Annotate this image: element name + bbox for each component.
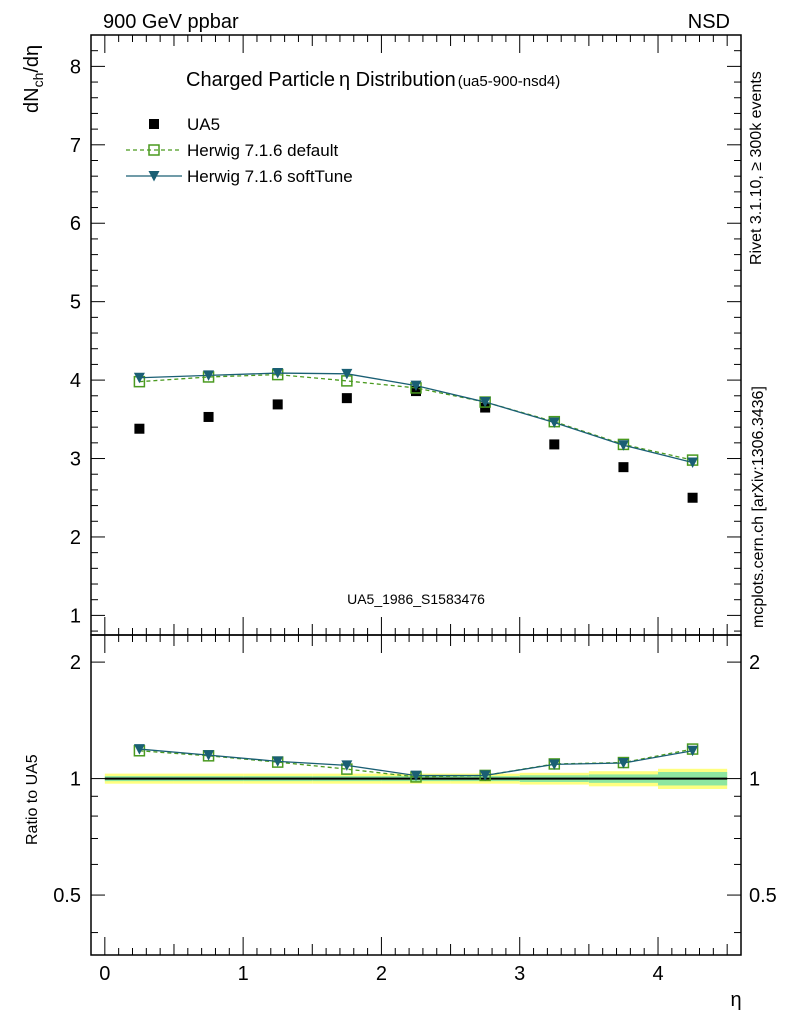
ratio-herwig-7-1-6-softtune-point	[687, 745, 699, 757]
main-herwig-7-1-6-softtune-point	[687, 457, 699, 468]
ratio-y-axis-label: Ratio to UA5	[24, 754, 41, 845]
main-herwig-7-1-6-softtune-point	[617, 440, 629, 451]
x-tick-label: 2	[376, 963, 387, 985]
legend-label-herwig-7-1-6-softtune: Herwig 7.1.6 softTune	[187, 167, 353, 186]
main-herwig-7-1-6-softtune-point	[203, 370, 215, 381]
legend-marker-ua5	[149, 119, 159, 129]
main-ua5-point	[272, 399, 283, 410]
main-y-tick-label: 3	[70, 449, 81, 471]
main-y-axis-label: dNch/dη	[21, 45, 46, 113]
ratio-y-tick-label: 2	[70, 652, 81, 674]
main-ua5-point	[687, 492, 698, 503]
main-y-tick-label: 8	[70, 56, 81, 78]
legend-label-herwig-7-1-6-default: Herwig 7.1.6 default	[187, 141, 338, 160]
main-ua5-point	[134, 423, 145, 434]
ratio-uncertainty-bands	[104, 768, 728, 789]
main-herwig-7-1-6-softtune-point	[410, 380, 422, 392]
ratio-y-tick-label-right: 1	[749, 769, 760, 791]
rivet-label: Rivet 3.1.10, ≥ 300k events	[748, 71, 765, 265]
ratio-y-tick-label: 0.5	[53, 885, 81, 907]
legend-label-ua5: UA5	[187, 115, 220, 134]
main-herwig-7-1-6-softtune-point	[272, 368, 284, 379]
main-herwig-7-1-6-softtune-point	[479, 397, 491, 408]
main-y-tick-label: 6	[70, 213, 81, 235]
x-tick-label: 1	[238, 963, 249, 985]
ratio-herwig-7-1-6-softtune-point	[479, 770, 491, 781]
header-right: NSD	[688, 11, 730, 33]
watermark: UA5_1986_S1583476	[347, 591, 485, 607]
main-herwig-7-1-6-softtune-point	[548, 417, 560, 428]
main-ua5-point	[341, 393, 352, 404]
main-ua5-point	[203, 411, 214, 422]
ratio-herwig-7-1-6-softtune-point	[272, 756, 284, 767]
ratio-y-tick-label-right: 0.5	[749, 885, 777, 907]
ratio-herwig-7-1-6-softtune-point	[133, 744, 145, 755]
main-herwig-7-1-6-softtune-point	[133, 372, 145, 384]
ratio-herwig-7-1-6-softtune-point	[410, 770, 422, 782]
ratio-y-tick-label-right: 2	[749, 652, 760, 674]
chart-title-rest: Distribution	[350, 69, 456, 91]
main-ua5-point	[618, 462, 629, 473]
ratio-herwig-7-1-6-softtune-point	[341, 760, 353, 771]
chart-title-main: Charged Particle	[186, 69, 335, 91]
main-herwig-7-1-6-default-line	[139, 373, 693, 461]
mcplots-label: mcplots.cern.ch [arXiv:1306.3436]	[750, 386, 767, 628]
legend-marker-herwig-7-1-6-softtune	[148, 171, 160, 182]
x-tick-label: 0	[99, 963, 110, 985]
series-layer	[133, 368, 699, 783]
ratio-y-tick-label: 1	[70, 769, 81, 791]
main-herwig-7-1-6-softtune-point	[341, 368, 353, 380]
header-left: 900 GeV ppbar	[103, 11, 239, 33]
chart-title-symbol: η	[339, 69, 350, 91]
chart-title: Charged Particle η Distribution (ua5-900-n…	[186, 69, 560, 91]
ratio-herwig-7-1-6-softtune-point	[548, 759, 560, 770]
ratio-herwig-7-1-6-softtune-point	[203, 750, 215, 761]
main-y-tick-label: 7	[70, 135, 81, 157]
ratio-panel-frame	[90, 634, 742, 956]
main-y-tick-label: 5	[70, 292, 81, 314]
main-ua5-point	[549, 439, 560, 450]
x-tick-label: 4	[652, 963, 663, 985]
x-tick-label: 3	[514, 963, 525, 985]
axes-layer: 1 2 3 4 5 6 7 8 0.5 0.5 1 1 2 2 0 1 2 3 4	[53, 35, 777, 985]
main-y-tick-label: 1	[70, 605, 81, 627]
x-axis-label: η	[730, 989, 741, 1011]
main-y-tick-label: 2	[70, 527, 81, 549]
ratio-herwig-7-1-6-softtune-point	[617, 758, 629, 769]
chart-title-suffix: (ua5-900-nsd4)	[458, 73, 561, 90]
main-y-tick-label: 4	[70, 370, 81, 392]
legend: UA5 Herwig 7.1.6 default Herwig 7.1.6 soft…	[126, 115, 353, 186]
legend-marker-herwig-7-1-6-default	[148, 144, 160, 156]
